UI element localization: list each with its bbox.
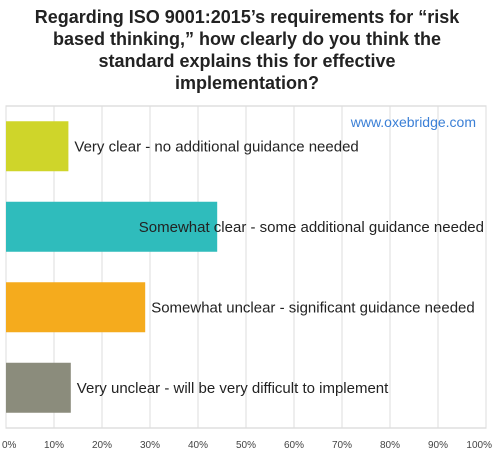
chart-title: Regarding ISO 9001:2015’s requirements f… (34, 7, 460, 93)
x-tick-label: 80% (380, 440, 400, 451)
bar-label-3: Somewhat unclear - significant guidance … (151, 299, 475, 316)
bar-labels: Very clear - no additional guidance need… (74, 138, 484, 397)
bar-label-1: Very clear - no additional guidance need… (74, 138, 358, 155)
bar-2 (6, 201, 218, 252)
x-axis-ticks: 0% 10% 20% 30% 40% 50% 60% 70% 80% 90% 100% (2, 440, 492, 451)
bar-3 (6, 282, 146, 333)
bar-1 (6, 121, 69, 172)
bar-label-4: Very unclear - will be very difficult to… (77, 380, 389, 397)
x-tick-label: 100% (466, 440, 492, 451)
bars (6, 121, 218, 413)
x-tick-label: 40% (188, 440, 208, 451)
bar-4 (6, 362, 71, 413)
watermark-text: www.oxebridge.com (350, 114, 476, 130)
x-tick-label: 10% (44, 440, 64, 451)
x-tick-label: 0% (2, 440, 17, 451)
x-tick-label: 70% (332, 440, 352, 451)
x-tick-label: 60% (284, 440, 304, 451)
x-tick-label: 30% (140, 440, 160, 451)
x-tick-label: 50% (236, 440, 256, 451)
bar-label-2: Somewhat clear - some additional guidanc… (139, 219, 484, 236)
x-tick-label: 90% (428, 440, 448, 451)
x-tick-label: 20% (92, 440, 112, 451)
